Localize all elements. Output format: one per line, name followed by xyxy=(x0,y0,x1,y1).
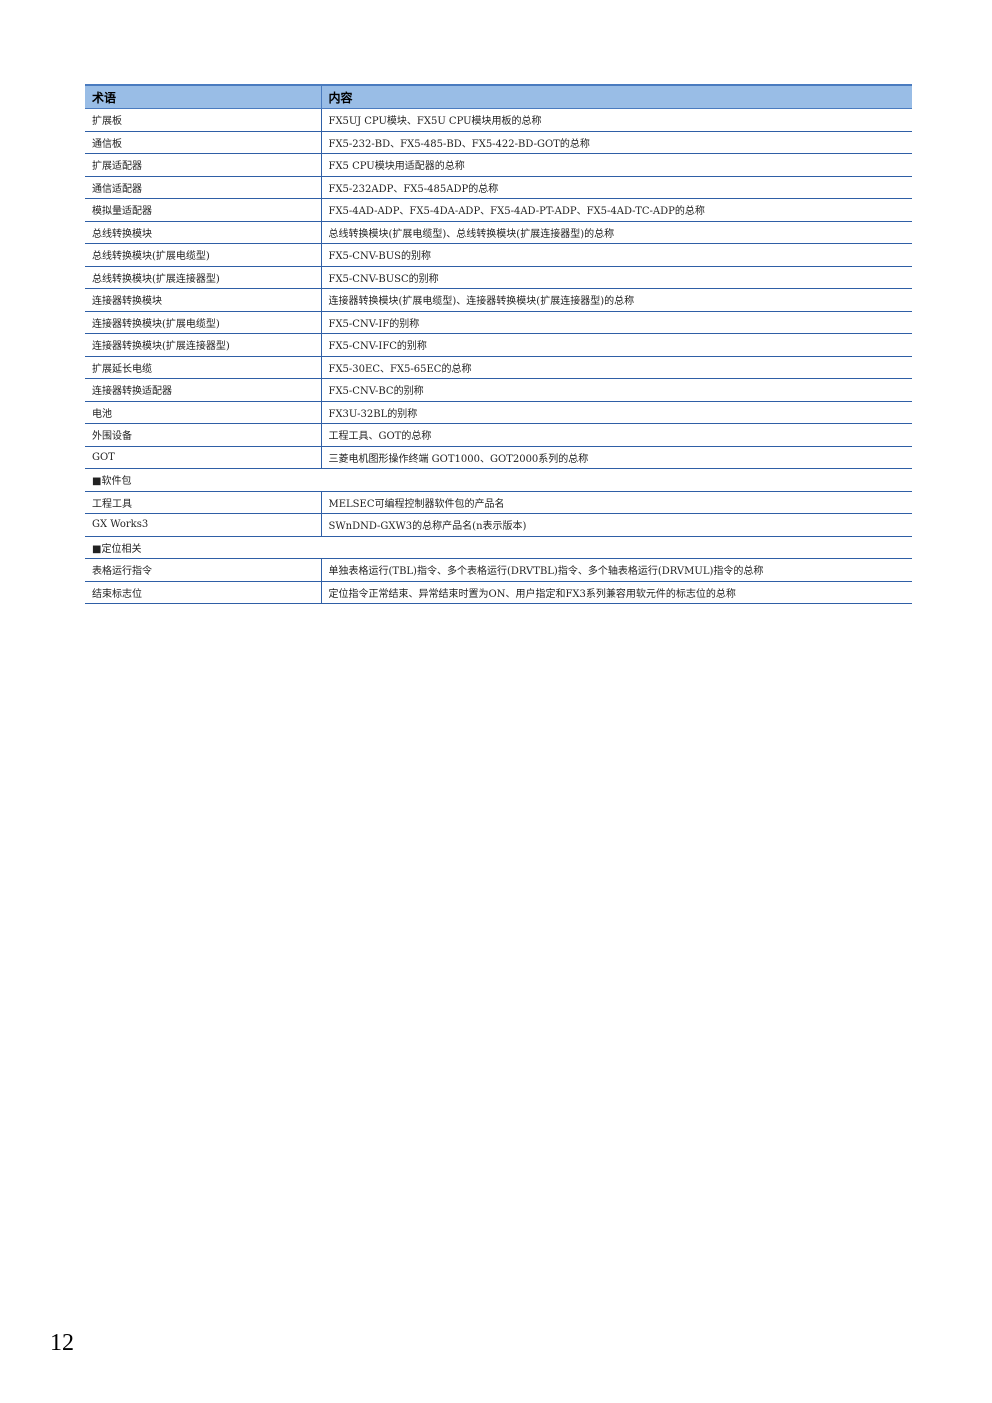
table-row: 外围设备 工程工具、GOT的总称 xyxy=(85,423,912,447)
table-row: 表格运行指令 单独表格运行(TBL)指令、多个表格运行(DRVTBL)指令、多个轴… xyxy=(85,558,912,582)
cell-term: 模拟量适配器 xyxy=(85,198,321,222)
cell-term: 扩展板 xyxy=(85,108,321,132)
cell-term: 总线转换模块 xyxy=(85,221,321,244)
header-content: 内容 xyxy=(320,84,912,109)
cell-term: 外围设备 xyxy=(85,423,321,447)
cell-content: SWnDND-GXW3的总称产品名(n表示版本) xyxy=(320,513,912,537)
cell-content: FX5 CPU模块用适配器的总称 xyxy=(320,153,912,177)
cell-content: MELSEC可编程控制器软件包的产品名 xyxy=(320,491,912,514)
section-label: ■定位相关 xyxy=(85,536,912,559)
cell-content: FX5-CNV-IF的别称 xyxy=(320,311,912,334)
table-row: 总线转换模块 总线转换模块(扩展电缆型)、总线转换模块(扩展连接器型)的总称 xyxy=(85,221,912,244)
table-row: 扩展适配器 FX5 CPU模块用适配器的总称 xyxy=(85,153,912,177)
cell-content: 总线转换模块(扩展电缆型)、总线转换模块(扩展连接器型)的总称 xyxy=(320,221,912,244)
cell-content: FX5-CNV-BC的别称 xyxy=(320,378,912,402)
cell-content: FX5-CNV-BUSC的别称 xyxy=(320,266,912,289)
cell-content: 三菱电机图形操作终端 GOT1000、GOT2000系列的总称 xyxy=(320,446,912,469)
table-row: 模拟量适配器 FX5-4AD-ADP、FX5-4DA-ADP、FX5-4AD-PT… xyxy=(85,198,912,222)
cell-content: FX5-30EC、FX5-65EC的总称 xyxy=(320,356,912,379)
cell-content: FX5-CNV-IFC的别称 xyxy=(320,333,912,357)
section-label: ■软件包 xyxy=(85,468,912,492)
cell-term: 总线转换模块(扩展电缆型) xyxy=(85,243,321,267)
table-row: 通信板 FX5-232-BD、FX5-485-BD、FX5-422-BD-GOT的… xyxy=(85,131,912,154)
cell-term: GX Works3 xyxy=(85,513,321,537)
cell-term: 连接器转换模块 xyxy=(85,288,321,312)
table-row: 通信适配器 FX5-232ADP、FX5-485ADP的总称 xyxy=(85,176,912,199)
cell-term: 结束标志位 xyxy=(85,581,321,604)
table-header-row: 术语 内容 xyxy=(85,84,912,109)
cell-content: 单独表格运行(TBL)指令、多个表格运行(DRVTBL)指令、多个轴表格运行(D… xyxy=(320,558,912,582)
cell-term: 通信适配器 xyxy=(85,176,321,199)
cell-term: 连接器转换模块(扩展连接器型) xyxy=(85,333,321,357)
table-row: GX Works3 SWnDND-GXW3的总称产品名(n表示版本) xyxy=(85,513,912,537)
page-number: 12 xyxy=(50,1330,74,1356)
cell-term: 通信板 xyxy=(85,131,321,154)
table-row: 总线转换模块(扩展电缆型) FX5-CNV-BUS的别称 xyxy=(85,243,912,267)
cell-term: 工程工具 xyxy=(85,491,321,514)
table-row: 扩展延长电缆 FX5-30EC、FX5-65EC的总称 xyxy=(85,356,912,379)
table-row: 扩展板 FX5UJ CPU模块、FX5U CPU模块用板的总称 xyxy=(85,108,912,132)
cell-content: FX5-4AD-ADP、FX5-4DA-ADP、FX5-4AD-PT-ADP、F… xyxy=(320,198,912,222)
header-term: 术语 xyxy=(85,84,321,109)
cell-term: 总线转换模块(扩展连接器型) xyxy=(85,266,321,289)
cell-content: FX5-232ADP、FX5-485ADP的总称 xyxy=(320,176,912,199)
cell-term: 连接器转换模块(扩展电缆型) xyxy=(85,311,321,334)
cell-content: 定位指令正常结束、异常结束时置为ON、用户指定和FX3系列兼容用软元件的标志位的… xyxy=(320,581,912,604)
cell-content: 工程工具、GOT的总称 xyxy=(320,423,912,447)
section-row: ■软件包 xyxy=(85,468,912,492)
cell-content: FX5UJ CPU模块、FX5U CPU模块用板的总称 xyxy=(320,108,912,132)
cell-term: 表格运行指令 xyxy=(85,558,321,582)
table-row: 结束标志位 定位指令正常结束、异常结束时置为ON、用户指定和FX3系列兼容用软元件… xyxy=(85,581,912,604)
cell-term: GOT xyxy=(85,446,321,469)
cell-term: 电池 xyxy=(85,401,321,424)
table-row: 连接器转换模块(扩展连接器型) FX5-CNV-IFC的别称 xyxy=(85,333,912,357)
table-row: 连接器转换适配器 FX5-CNV-BC的别称 xyxy=(85,378,912,402)
table-row: 总线转换模块(扩展连接器型) FX5-CNV-BUSC的别称 xyxy=(85,266,912,289)
cell-term: 扩展适配器 xyxy=(85,153,321,177)
table-row: 连接器转换模块(扩展电缆型) FX5-CNV-IF的别称 xyxy=(85,311,912,334)
cell-term: 连接器转换适配器 xyxy=(85,378,321,402)
cell-term: 扩展延长电缆 xyxy=(85,356,321,379)
terms-table: 术语 内容 扩展板 FX5UJ CPU模块、FX5U CPU模块用板的总称 通信板 F… xyxy=(85,84,912,604)
table-row: GOT 三菱电机图形操作终端 GOT1000、GOT2000系列的总称 xyxy=(85,446,912,469)
cell-content: FX3U-32BL的别称 xyxy=(320,401,912,424)
cell-content: FX5-CNV-BUS的别称 xyxy=(320,243,912,267)
table-row: 连接器转换模块 连接器转换模块(扩展电缆型)、连接器转换模块(扩展连接器型)的总称 xyxy=(85,288,912,312)
table-row: 电池 FX3U-32BL的别称 xyxy=(85,401,912,424)
cell-content: FX5-232-BD、FX5-485-BD、FX5-422-BD-GOT的总称 xyxy=(320,131,912,154)
section-row: ■定位相关 xyxy=(85,536,912,559)
cell-content: 连接器转换模块(扩展电缆型)、连接器转换模块(扩展连接器型)的总称 xyxy=(320,288,912,312)
table-row: 工程工具 MELSEC可编程控制器软件包的产品名 xyxy=(85,491,912,514)
